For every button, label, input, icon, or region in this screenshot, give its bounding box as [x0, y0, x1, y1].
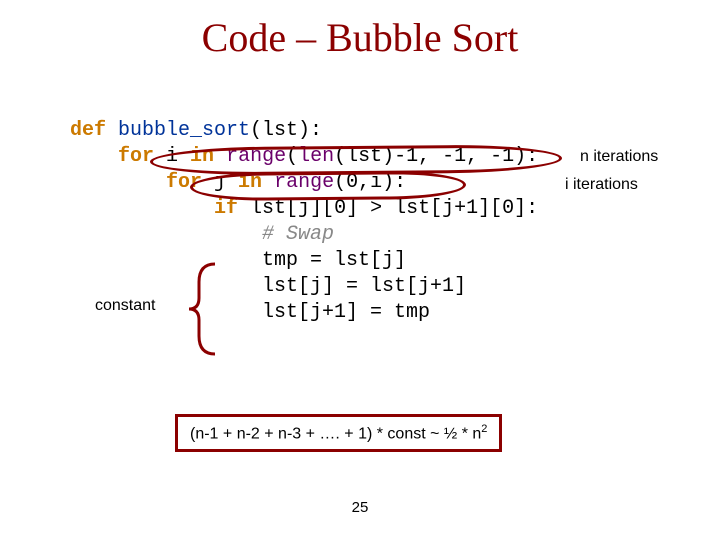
- page-number: 25: [0, 499, 720, 516]
- code-text: (lst):: [250, 119, 322, 142]
- anno-i-iterations: i iterations: [565, 176, 638, 194]
- brace-icon: [185, 262, 221, 356]
- slide-title: Code – Bubble Sort: [0, 14, 720, 61]
- code-text: lst[j][0] > lst[j+1][0]:: [238, 197, 538, 220]
- code-text: lst[j] = lst[j+1]: [70, 275, 466, 298]
- inner-loop-circle: [190, 171, 466, 201]
- anno-n-iterations: n iterations: [580, 148, 658, 166]
- code-text: [70, 171, 166, 194]
- kw-for: for: [118, 145, 154, 168]
- code-text: [70, 223, 262, 246]
- formula-exp: 2: [481, 423, 487, 435]
- code-text: tmp = lst[j]: [70, 249, 406, 272]
- fn-name: bubble_sort: [106, 119, 250, 142]
- complexity-formula: (n-1 + n-2 + n-3 + …. + 1) * const ~ ½ *…: [175, 414, 502, 452]
- code-text: [70, 145, 118, 168]
- formula-text: (n-1 + n-2 + n-3 + …. + 1) * const ~ ½ *…: [190, 425, 481, 442]
- code-text: [70, 197, 214, 220]
- kw-if: if: [214, 197, 238, 220]
- comment: # Swap: [262, 223, 334, 246]
- constant-label: constant: [95, 297, 155, 315]
- kw-def: def: [70, 119, 106, 142]
